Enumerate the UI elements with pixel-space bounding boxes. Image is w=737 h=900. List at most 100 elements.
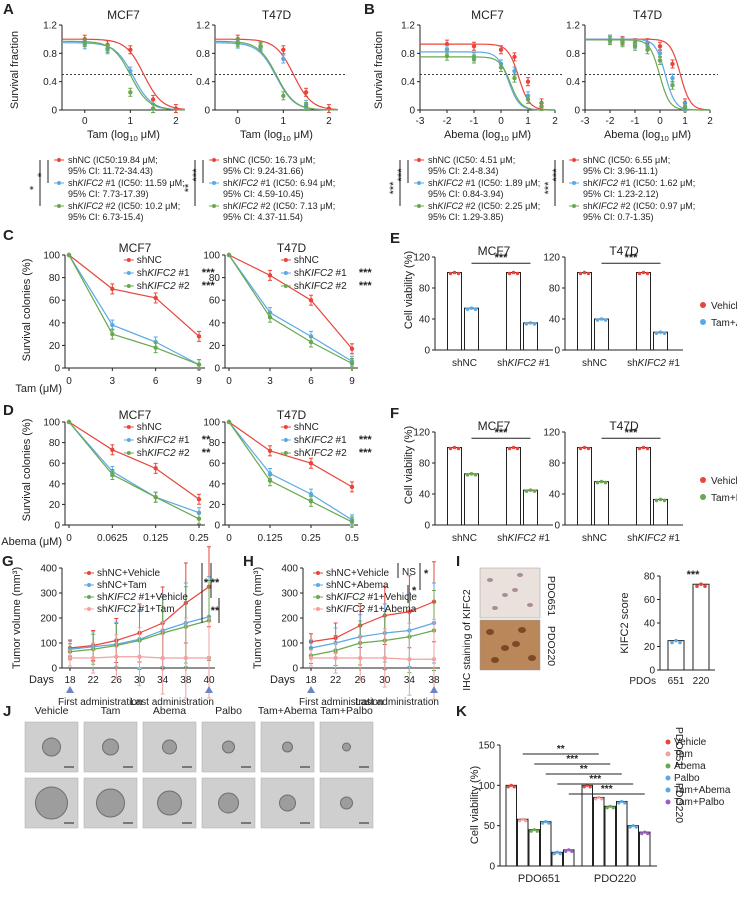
data-point [498,47,504,52]
x-tick-label: 0 [66,376,72,387]
legend-text: shKIFC2 #1+Vehicle [97,592,188,603]
legend-marker [126,271,131,275]
y-tick-label: 100 [203,251,220,262]
label-part: Abema (log [444,129,500,141]
significance: * [412,585,417,597]
label-part: #1+Abema [365,604,417,615]
label-part: KIFC2 [438,201,464,211]
chart-H: 0100200300400182226303438DaysTumor volum… [252,561,440,708]
label-part: sh [137,435,148,446]
label-part: sh [627,358,638,369]
data-point [529,829,533,833]
label-part: #1 [176,435,190,446]
chart-title: T47D [633,8,663,22]
data-point [524,819,528,823]
group-label: shKIFC2 #1 [497,358,550,369]
data-point [444,41,450,47]
chart-B-MCF7: 0 0.4 0.8 1.2 -3 -2 -1 0 1 2 MCF7 Abema (log10 μM) [401,8,563,143]
legend-text: shNC+Vehicle [326,568,390,579]
legend-text: shKIFC2 #2 (IC50: 0.97 μM; [583,201,695,211]
chart-title: T47D [609,419,639,433]
label-part: Abema (log [604,129,660,141]
y-tick-label: 0 [574,106,580,117]
data-point [456,446,461,451]
label-part: #1 [536,358,550,369]
cell-stain [492,606,498,610]
data-point [645,47,650,52]
bar [464,473,479,526]
data-point [452,270,457,275]
legend-marker [700,494,706,500]
panel-label: K [456,703,467,720]
label-part: KIFC2 [438,178,464,188]
legend-marker [572,204,576,208]
data-point [532,322,537,326]
ihc-label: IHC staining of KIFC2 [461,589,473,691]
data-point [465,473,470,477]
x-tick-label: 0.25 [301,533,321,544]
data-point [657,51,663,56]
legend-text: Tam [674,749,693,760]
data-point [512,75,517,81]
bar [616,800,628,867]
legend-marker [316,571,320,575]
group-label: PDO651 [518,873,560,885]
label-part: sh [294,268,305,279]
data-point [586,446,591,451]
group-label: shKIFC2 #1 [627,533,680,544]
legend-text: shNC (IC50:19.84 μM; [68,155,158,165]
data-point [654,498,659,503]
legend-text: shNC [294,422,319,433]
data-point [640,832,644,836]
data-point [267,314,273,320]
data-point [582,270,587,275]
y-tick-label: 40 [209,479,221,490]
organoid [222,740,235,754]
bar [653,331,668,351]
label-part: #1 [333,435,347,446]
data-point [552,852,556,856]
data-point [641,445,646,450]
label-part: KIFC2 [638,533,667,544]
ihc-image [479,619,541,671]
significance: * [424,568,429,580]
x-axis-label: Abema (log10 μM) [444,129,531,143]
bar [667,640,685,671]
label-part: KIFC2 [233,178,259,188]
y-axis-label: Survival fraction [373,31,385,109]
panel-label: H [243,553,254,570]
legend-text: Vehicle [711,301,737,312]
data-point [632,44,638,49]
legend-text: shNC (IC50: 6.55 μM; [583,155,670,165]
cell-stain [502,593,508,597]
chart-title: MCF7 [119,241,152,255]
significance: * [204,577,209,589]
significance: * [36,172,48,177]
legend-marker [212,181,216,185]
bar [517,818,529,867]
y-tick-label: 40 [209,318,221,329]
y-tick-label: 100 [40,639,57,650]
bar [636,272,651,351]
significance: *** [202,280,216,292]
x-tick-label: 0 [226,376,232,387]
data-point [507,446,512,451]
series-line [68,254,200,366]
y-tick-label: 80 [49,438,61,449]
y-tick-label: 120 [413,253,430,264]
data-point [110,472,115,477]
y-tick-label: 1.2 [401,21,415,32]
y-axis-label: KIFC2 score [619,592,631,653]
fit-curve [215,38,339,111]
data-point [524,489,529,493]
chart-F-T47D: 0 40 80 120 T47D shNC shKIFC2 #1 *** [543,419,683,544]
chart-title: MCF7 [107,8,140,22]
x-tick-label: 2 [707,116,713,127]
legend-marker [700,302,706,308]
legend-text: shKIFC2 #1 [294,268,347,279]
x-tick-label: 18 [64,675,76,686]
data-point [670,83,675,88]
series-line [310,622,435,649]
